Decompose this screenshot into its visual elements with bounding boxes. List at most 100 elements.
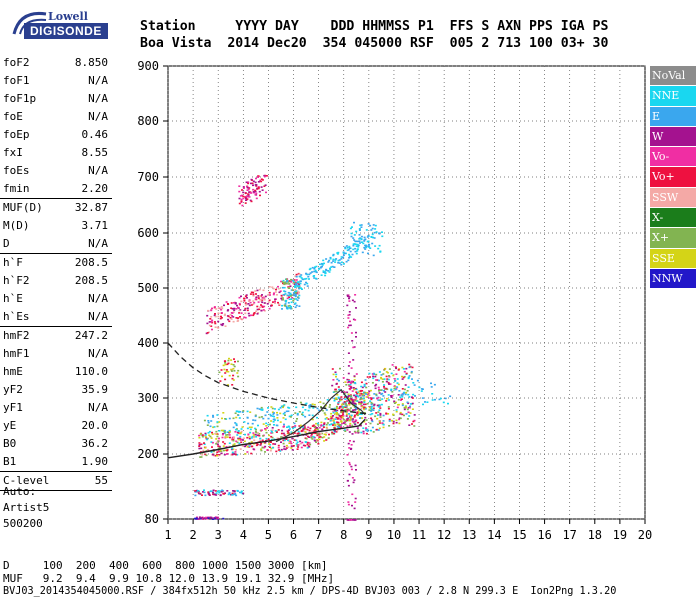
echo-point xyxy=(277,408,280,411)
echo-point xyxy=(256,295,259,298)
echo-point xyxy=(354,403,357,405)
echo-point xyxy=(390,395,393,397)
echo-point xyxy=(354,319,357,321)
echo-point xyxy=(330,423,333,425)
echo-point xyxy=(350,395,353,397)
echo-point xyxy=(238,296,241,299)
echo-point xyxy=(286,426,288,428)
echo-point xyxy=(333,432,336,435)
echo-point xyxy=(367,235,370,237)
echo-point xyxy=(324,434,327,436)
echo-point xyxy=(299,280,302,283)
echo-point xyxy=(335,258,338,260)
echo-point xyxy=(357,429,360,431)
echo-point xyxy=(207,309,209,312)
echo-point xyxy=(346,249,349,252)
echo-point xyxy=(349,385,352,388)
echo-point xyxy=(282,297,284,299)
echo-point xyxy=(298,411,301,413)
echo-point xyxy=(323,440,326,442)
echo-point xyxy=(332,415,335,417)
echo-point xyxy=(347,248,350,251)
echo-point xyxy=(230,363,233,365)
echo-point xyxy=(212,493,215,496)
echo-point xyxy=(333,397,336,400)
echo-point xyxy=(355,230,358,233)
echo-point xyxy=(349,250,352,253)
echo-point xyxy=(221,417,223,420)
echo-point xyxy=(266,427,269,429)
echo-point xyxy=(224,436,227,438)
echo-point xyxy=(294,293,297,296)
echo-point xyxy=(322,259,325,262)
echo-point xyxy=(260,408,263,411)
param-row: foF1 N/A xyxy=(0,72,112,90)
echo-point xyxy=(360,235,363,238)
echo-point xyxy=(288,407,291,409)
echo-point xyxy=(254,190,257,193)
echo-point xyxy=(348,255,351,258)
echo-point xyxy=(297,432,300,434)
echo-point xyxy=(375,394,378,397)
echo-point xyxy=(348,519,351,521)
echo-point xyxy=(263,185,266,187)
echo-point xyxy=(324,413,327,416)
echo-point xyxy=(287,287,290,289)
echo-point xyxy=(297,430,300,433)
echo-point xyxy=(231,315,233,317)
echo-point xyxy=(366,236,369,238)
echo-point xyxy=(343,401,346,403)
echo-point xyxy=(269,443,272,446)
echo-point xyxy=(299,282,302,285)
echo-point xyxy=(217,320,220,323)
echo-point xyxy=(250,441,253,443)
echo-point xyxy=(214,326,217,328)
echo-point xyxy=(352,481,355,484)
echo-point xyxy=(408,375,411,377)
echo-point xyxy=(313,403,316,406)
echo-point xyxy=(299,442,302,445)
echo-point xyxy=(352,359,355,361)
echo-point xyxy=(348,381,351,383)
echo-point xyxy=(247,194,250,196)
echo-point xyxy=(360,396,362,399)
echo-point xyxy=(355,373,358,375)
echo-point xyxy=(209,318,212,320)
echo-point xyxy=(230,318,233,320)
echo-point xyxy=(412,382,415,384)
param-row: h`F2 208.5 xyxy=(0,272,112,290)
echo-point xyxy=(204,434,207,436)
echo-point xyxy=(327,261,330,263)
x-tick-label: 17 xyxy=(562,528,576,542)
echo-point xyxy=(413,425,416,427)
echo-point xyxy=(332,424,334,426)
param-value: 36.2 xyxy=(81,437,109,450)
echo-point xyxy=(270,406,273,408)
echo-point xyxy=(220,308,223,311)
echo-point xyxy=(287,439,289,442)
param-row: foEp 0.46 xyxy=(0,126,112,144)
echo-point xyxy=(401,375,403,378)
echo-point xyxy=(307,426,310,429)
echo-point xyxy=(361,241,363,243)
echo-point xyxy=(340,421,343,423)
echo-point xyxy=(295,406,298,409)
echo-point xyxy=(358,401,361,404)
param-value: N/A xyxy=(88,237,108,250)
echo-point xyxy=(207,492,210,495)
echo-point xyxy=(362,432,365,435)
echo-point xyxy=(335,405,338,408)
echo-point xyxy=(224,378,227,381)
echo-point xyxy=(298,305,301,307)
echo-point xyxy=(381,378,384,381)
echo-point xyxy=(230,370,233,372)
echo-point xyxy=(390,372,393,375)
echo-point xyxy=(250,192,253,194)
echo-point xyxy=(273,301,276,303)
echo-point xyxy=(239,411,242,413)
echo-point xyxy=(347,259,350,262)
echo-point xyxy=(381,398,384,400)
echo-point xyxy=(404,384,407,386)
echo-point xyxy=(318,434,321,436)
echo-point xyxy=(296,441,299,443)
